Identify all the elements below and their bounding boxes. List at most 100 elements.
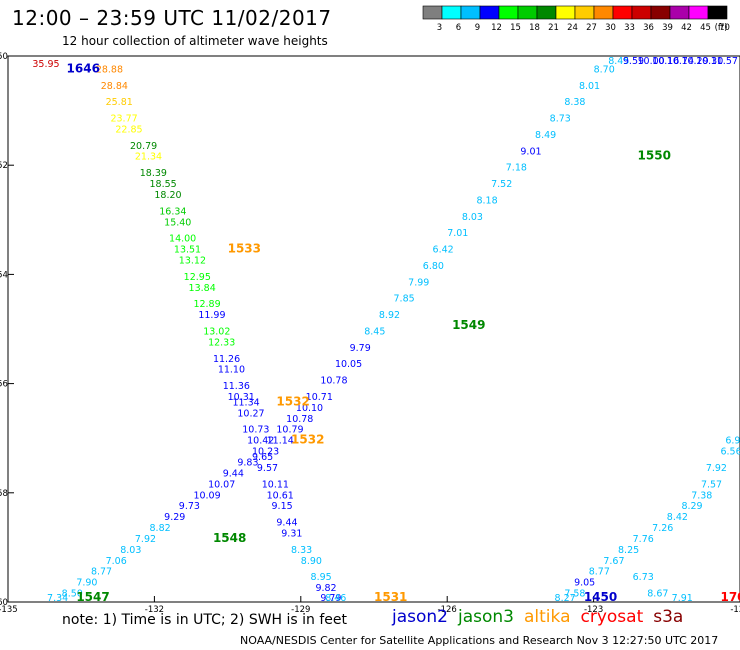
- legend-label: 21: [548, 23, 559, 33]
- map-subtitle: 12 hour collection of altimeter wave hei…: [62, 34, 328, 48]
- legend-label: 36: [643, 23, 654, 33]
- legend-label: 24: [567, 23, 578, 33]
- wave-height-value: 9.44: [276, 518, 297, 529]
- wave-height-value: 18.55: [150, 179, 177, 190]
- legend-label: 33: [624, 23, 635, 33]
- legend-label: 12: [491, 23, 502, 33]
- lon-tick-label: -132: [145, 605, 164, 615]
- wave-height-value: 11.10: [218, 365, 245, 376]
- wave-height-value: 7.06: [106, 556, 127, 567]
- wave-height-value: 11.34: [232, 397, 259, 408]
- wave-height-value: 7.18: [506, 163, 527, 174]
- pass-time-label: 1547: [76, 590, 109, 604]
- wave-height-value: 10.74: [667, 56, 694, 67]
- satellite-legend: jason2 jason3 altika cryosat s3a: [392, 607, 693, 627]
- lat-tick-label: -52: [0, 161, 8, 171]
- wave-height-value: 7.99: [408, 277, 429, 288]
- wave-height-value: 10.79: [276, 425, 303, 436]
- legend-label: 39: [662, 23, 673, 33]
- wave-height-value: 7.76: [633, 534, 654, 545]
- lat-tick-label: -50: [0, 52, 8, 62]
- wave-height-value: 6.80: [423, 261, 444, 272]
- wave-height-value: 7.34: [47, 593, 68, 604]
- wave-height-value: 13.84: [189, 283, 216, 294]
- wave-height-value: 9.29: [164, 512, 185, 523]
- wave-height-value: 7.92: [706, 463, 727, 474]
- wave-height-value: 10.78: [320, 376, 347, 387]
- wave-height-value: 13.02: [203, 326, 230, 337]
- satellite-jason3: jason3: [458, 607, 514, 627]
- legend-label: 42: [681, 23, 692, 33]
- wave-height-value: 8.03: [120, 545, 141, 556]
- wave-height-value: 10.78: [286, 414, 313, 425]
- wave-height-value: 8.70: [594, 64, 615, 75]
- wave-height-value: 10.30: [696, 56, 723, 67]
- wave-height-value: 23.77: [110, 114, 137, 125]
- pass-time-label: 1450: [584, 590, 617, 604]
- wave-height-value: 11.36: [223, 381, 250, 392]
- legend-label: 27: [586, 23, 597, 33]
- wave-height-value: 8.01: [579, 81, 600, 92]
- wave-height-value: 8.38: [564, 97, 585, 108]
- wave-height-value: 35.95: [32, 59, 59, 70]
- pass-time-label: 1533: [228, 242, 261, 256]
- wave-height-value: 7.57: [701, 479, 722, 490]
- legend-swatches: 3 6 9 12 15 18 21 24 27 30 33 36 39 42 45 70(ft): [422, 5, 730, 33]
- wave-height-value: 9.31: [281, 528, 302, 539]
- wave-height-value: 22.85: [115, 124, 142, 135]
- wave-height-value: 7.52: [491, 179, 512, 190]
- wave-height-value: 7.26: [652, 523, 673, 534]
- wave-height-value: 20.79: [130, 141, 157, 152]
- wave-height-value: 10.09: [193, 490, 220, 501]
- pass-time-label: 1532: [291, 433, 324, 447]
- plot-frame: [7, 55, 740, 603]
- wave-height-value: 9.82: [315, 583, 336, 594]
- lon-tick-label: -126: [438, 605, 457, 615]
- lat-tick-label: -54: [0, 270, 8, 280]
- lon-tick-label: -120: [730, 605, 740, 615]
- wave-height-value: 7.38: [691, 490, 712, 501]
- lat-tick-label: -60: [0, 598, 8, 608]
- wave-height-value: 18.20: [154, 190, 181, 201]
- wave-height-value: 13.12: [179, 255, 206, 266]
- wave-height-value: 10.73: [242, 425, 269, 436]
- pass-time-label: 1550: [638, 149, 671, 163]
- legend-label: 30: [605, 23, 616, 33]
- wave-height-value: 14.00: [169, 234, 196, 245]
- pass-time-label: 1531: [374, 590, 407, 604]
- wave-height-value: 8.46: [325, 593, 346, 604]
- wave-height-value: 10.10: [296, 403, 323, 414]
- pass-time-label: 1706: [720, 590, 740, 604]
- wave-height-value: 11.99: [198, 310, 225, 321]
- legend-label: 18: [529, 23, 540, 33]
- wave-height-value: 6.56: [720, 447, 740, 458]
- legend-label: 3: [437, 23, 442, 33]
- wave-height-value: 10.16: [652, 56, 679, 67]
- lon-tick-label: -123: [584, 605, 603, 615]
- wave-height-value: 12.33: [208, 337, 235, 348]
- legend-label: 15: [510, 23, 521, 33]
- wave-height-value: 6.42: [433, 245, 454, 256]
- satellite-s3a: s3a: [653, 607, 684, 627]
- satellite-jason2: jason2: [392, 607, 448, 627]
- wave-height-value: 10.71: [306, 392, 333, 403]
- wave-height-value: 9.57: [257, 463, 278, 474]
- footer-credit: NOAA/NESDIS Center for Satellite Applica…: [240, 634, 719, 647]
- wave-height-value: 9.44: [223, 468, 244, 479]
- wave-height-value: 8.18: [476, 195, 497, 206]
- wave-height-value: 9.73: [179, 501, 200, 512]
- legend-label: 45: [700, 23, 711, 33]
- wave-height-value: 6.73: [633, 572, 654, 583]
- lat-tick-label: -56: [0, 380, 8, 390]
- wave-height-value: 8.49: [535, 130, 556, 141]
- wave-height-value: 7.91: [672, 593, 693, 604]
- lon-tick-label: -129: [291, 605, 310, 615]
- wave-height-value: 9.79: [350, 343, 371, 354]
- legend-label: 6: [456, 23, 461, 33]
- wave-height-value: 7.58: [564, 589, 585, 600]
- lat-tick-label: -58: [0, 489, 8, 499]
- wave-height-value: 8.77: [91, 567, 112, 578]
- wave-height-value: 8.92: [379, 310, 400, 321]
- wave-height-value: 12.89: [193, 299, 220, 310]
- wave-height-value: 8.45: [608, 56, 629, 67]
